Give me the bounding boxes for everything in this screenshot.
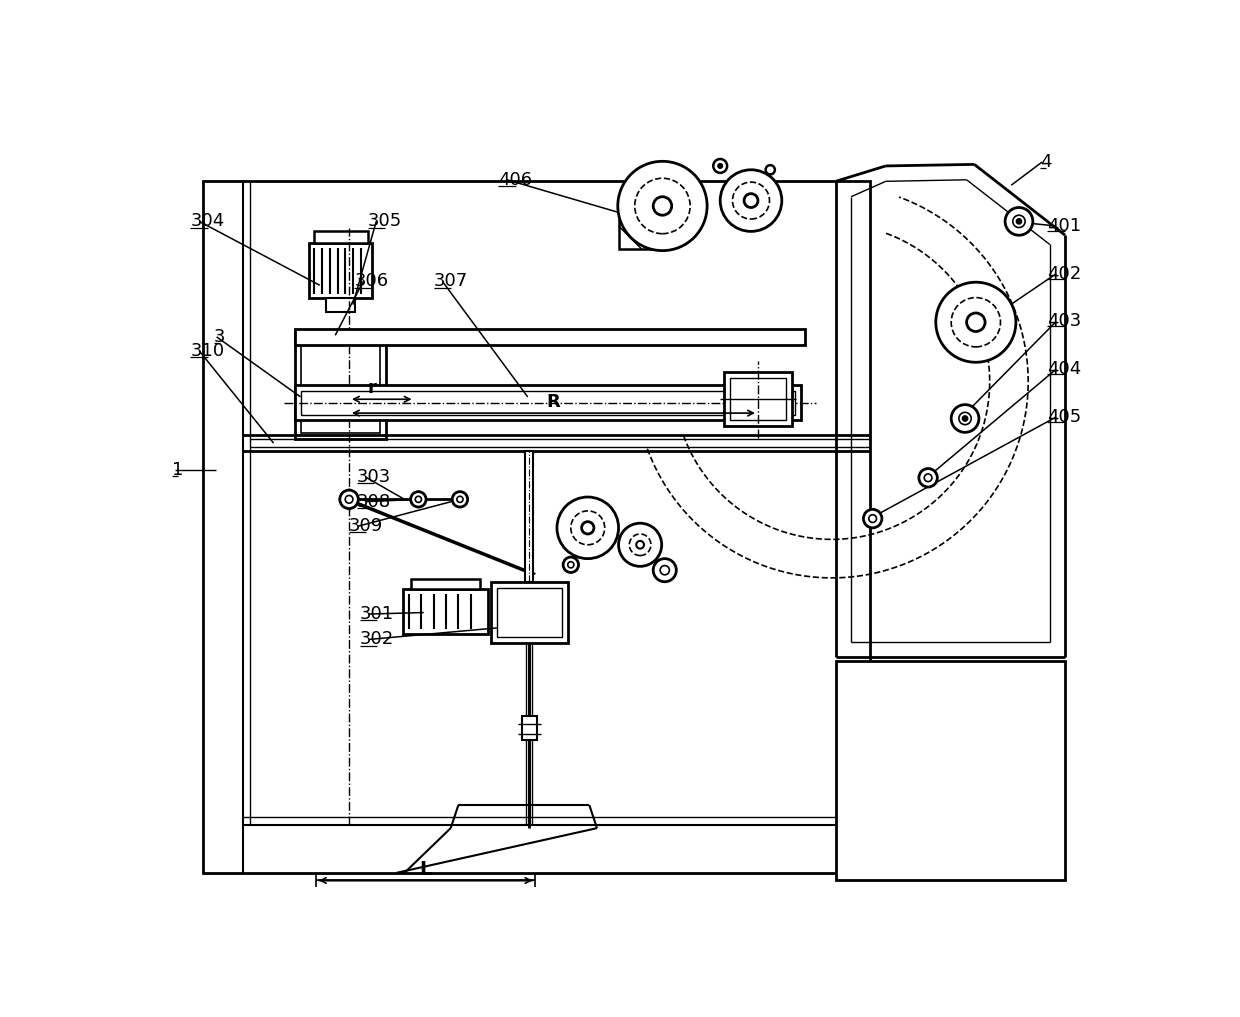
Circle shape	[453, 491, 467, 507]
Bar	[730, 378, 786, 420]
Text: 307: 307	[434, 273, 467, 291]
Bar	[491, 582, 568, 644]
Polygon shape	[397, 805, 596, 873]
Circle shape	[962, 416, 967, 421]
Text: 402: 402	[1048, 264, 1081, 283]
Bar	[301, 340, 379, 433]
Text: 308: 308	[357, 492, 391, 511]
Circle shape	[410, 491, 427, 507]
Text: 309: 309	[350, 518, 383, 535]
Circle shape	[863, 510, 882, 528]
Bar	[243, 825, 870, 873]
Circle shape	[951, 298, 1001, 347]
Circle shape	[653, 196, 672, 216]
Circle shape	[720, 170, 781, 232]
Text: r: r	[368, 379, 377, 398]
Text: 403: 403	[1048, 312, 1081, 331]
Circle shape	[959, 412, 971, 425]
Bar	[619, 211, 657, 249]
Bar	[309, 243, 372, 298]
Bar	[410, 579, 480, 590]
Bar	[295, 333, 386, 439]
Circle shape	[582, 522, 594, 534]
Text: 302: 302	[360, 631, 394, 649]
Circle shape	[660, 565, 670, 575]
Text: 404: 404	[1048, 360, 1081, 378]
Circle shape	[1017, 219, 1022, 224]
Circle shape	[635, 178, 691, 234]
Circle shape	[713, 159, 727, 173]
Circle shape	[919, 469, 937, 487]
Text: 301: 301	[360, 605, 394, 623]
Bar	[836, 661, 1065, 880]
Circle shape	[340, 490, 358, 508]
Bar	[526, 451, 533, 582]
Circle shape	[1013, 216, 1025, 228]
Circle shape	[744, 193, 758, 207]
Circle shape	[557, 497, 619, 558]
Bar	[295, 330, 805, 345]
Text: 310: 310	[191, 342, 224, 360]
Circle shape	[733, 182, 770, 219]
Bar	[403, 590, 487, 634]
Circle shape	[936, 282, 1016, 362]
Bar	[295, 385, 801, 420]
Circle shape	[415, 496, 422, 502]
Circle shape	[765, 165, 775, 174]
Text: 303: 303	[357, 468, 391, 486]
Text: L: L	[419, 860, 432, 880]
Circle shape	[924, 474, 932, 482]
Text: 4: 4	[1040, 154, 1052, 171]
Circle shape	[869, 515, 877, 523]
Bar	[326, 298, 355, 312]
Bar	[314, 231, 367, 243]
Circle shape	[456, 496, 463, 502]
Bar	[497, 588, 562, 638]
Text: 306: 306	[355, 273, 388, 291]
Bar	[203, 181, 243, 873]
Circle shape	[718, 164, 723, 168]
Text: 304: 304	[191, 213, 224, 231]
Bar	[301, 391, 795, 415]
Circle shape	[653, 558, 676, 582]
Text: 305: 305	[367, 213, 402, 231]
Text: 406: 406	[498, 171, 532, 189]
Text: 405: 405	[1048, 408, 1081, 426]
Circle shape	[568, 561, 574, 567]
Bar	[724, 372, 792, 426]
Circle shape	[951, 405, 978, 432]
Circle shape	[345, 495, 353, 503]
Circle shape	[1006, 207, 1033, 235]
Circle shape	[619, 523, 662, 566]
Circle shape	[630, 534, 651, 555]
Bar	[203, 181, 870, 873]
Circle shape	[967, 313, 985, 332]
Circle shape	[570, 511, 605, 545]
Circle shape	[563, 557, 579, 573]
Bar	[522, 717, 537, 739]
Text: R: R	[547, 394, 560, 411]
Circle shape	[618, 162, 707, 250]
Text: 1: 1	[172, 461, 184, 479]
Circle shape	[636, 541, 644, 548]
Text: 401: 401	[1048, 217, 1081, 235]
Text: 3: 3	[213, 327, 224, 346]
